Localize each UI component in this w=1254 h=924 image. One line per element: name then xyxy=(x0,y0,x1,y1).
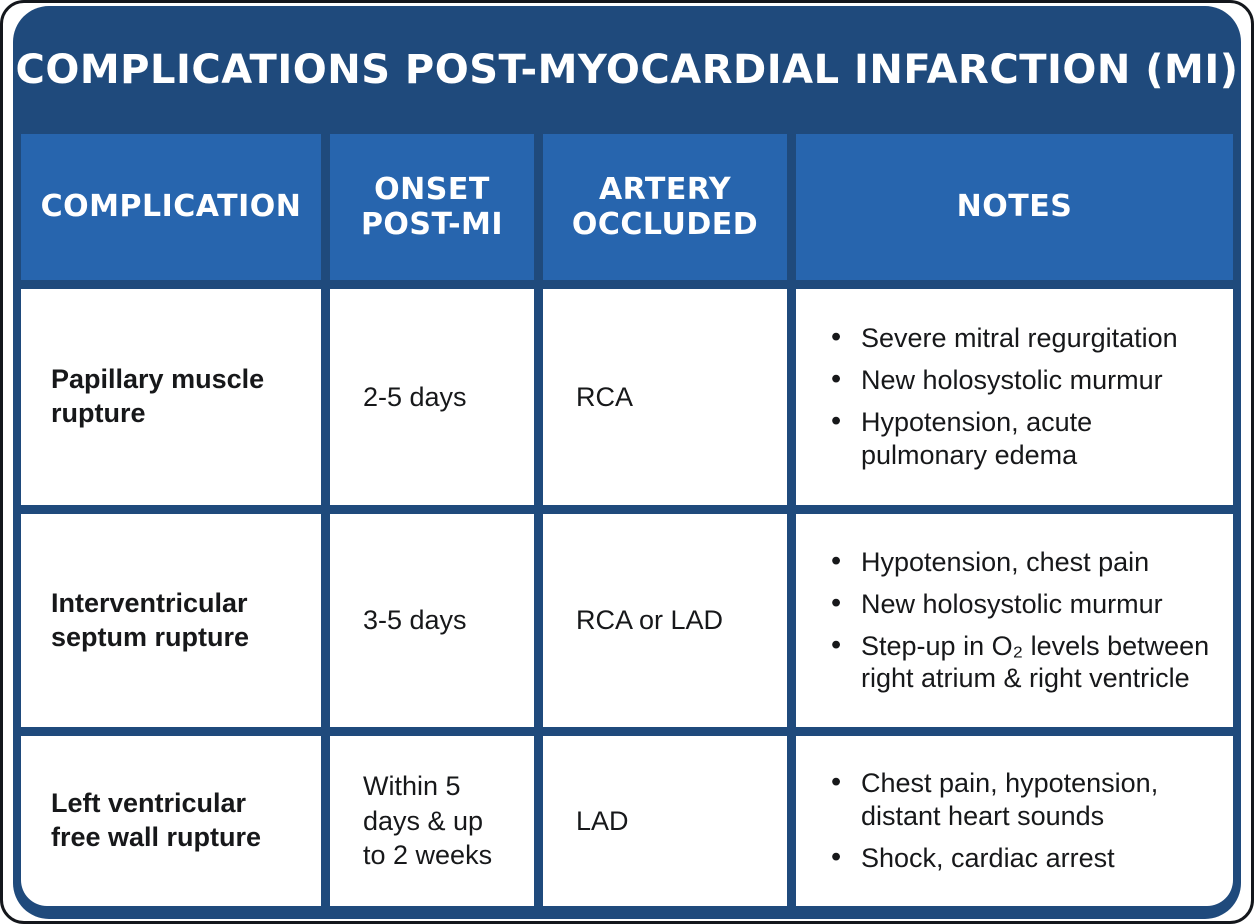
note-item: Hypotension, chest pain xyxy=(830,544,1211,579)
cell-artery-row1: RCA xyxy=(543,289,787,505)
onset-value: Within 5 days & up to 2 weeks xyxy=(363,771,493,871)
column-header-artery: ARTERY OCCLUDED xyxy=(543,134,787,280)
cell-onset-row3: Within 5 days & up to 2 weeks xyxy=(330,736,534,906)
title-band: COMPLICATIONS POST-MYOCARDIAL INFARCTION… xyxy=(13,6,1241,134)
cell-notes-row1: Severe mitral regurgitation New holosyst… xyxy=(796,289,1233,505)
cell-complication-row1: Papillary muscle rupture xyxy=(21,289,321,505)
column-header-notes: NOTES xyxy=(796,134,1233,280)
column-header-onset: ONSET POST-MI xyxy=(330,134,534,280)
note-item: Step-up in O₂ levels between right atriu… xyxy=(830,628,1211,696)
cell-artery-row2: RCA or LAD xyxy=(543,514,787,727)
complication-name: Papillary muscle rupture xyxy=(51,364,265,428)
notes-list: Hypotension, chest pain New holosystolic… xyxy=(830,537,1215,705)
note-item: New holosystolic murmur xyxy=(830,362,1211,397)
note-item: New holosystolic murmur xyxy=(830,586,1211,621)
note-item: Hypotension, acute pulmonary edema xyxy=(830,404,1211,472)
complications-table: COMPLICATION ONSET POST-MI ARTERY OCCLUD… xyxy=(13,134,1241,919)
infographic-card: COMPLICATIONS POST-MYOCARDIAL INFARCTION… xyxy=(13,6,1241,919)
cell-onset-row2: 3-5 days xyxy=(330,514,534,727)
artery-value: RCA xyxy=(576,381,634,412)
cell-complication-row2: Interventricular septum rupture xyxy=(21,514,321,727)
notes-list: Chest pain, hypotension, distant heart s… xyxy=(830,758,1215,884)
complication-name: Left ventricular free wall rupture xyxy=(51,788,262,852)
cell-artery-row3: LAD xyxy=(543,736,787,906)
cell-complication-row3: Left ventricular free wall rupture xyxy=(21,736,321,906)
note-item: Severe mitral regurgitation xyxy=(830,320,1211,355)
cell-notes-row3: Chest pain, hypotension, distant heart s… xyxy=(796,736,1233,906)
onset-value: 3-5 days xyxy=(363,605,467,636)
column-header-complication: COMPLICATION xyxy=(21,134,321,280)
cell-notes-row2: Hypotension, chest pain New holosystolic… xyxy=(796,514,1233,727)
complication-name: Interventricular septum rupture xyxy=(51,587,250,652)
artery-value: RCA or LAD xyxy=(576,605,724,636)
notes-list: Severe mitral regurgitation New holosyst… xyxy=(830,313,1215,481)
page-title: COMPLICATIONS POST-MYOCARDIAL INFARCTION… xyxy=(15,47,1239,93)
cell-onset-row1: 2-5 days xyxy=(330,289,534,505)
onset-value: 2-5 days xyxy=(363,381,467,412)
artery-value: LAD xyxy=(576,805,629,836)
note-item: Shock, cardiac arrest xyxy=(830,840,1211,875)
note-item: Chest pain, hypotension, distant heart s… xyxy=(830,765,1211,833)
